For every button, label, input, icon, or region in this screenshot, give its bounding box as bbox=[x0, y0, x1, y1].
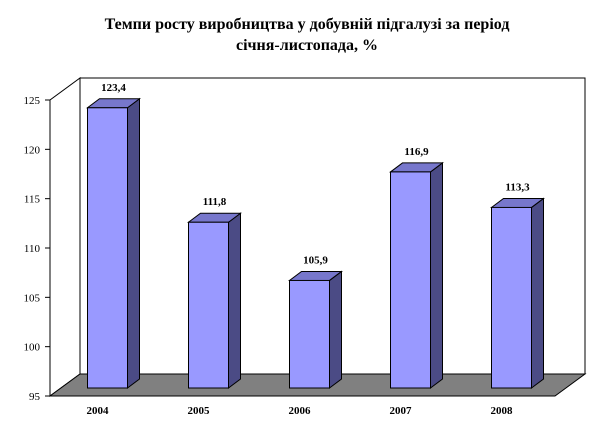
y-tick-label: 125 bbox=[24, 95, 41, 107]
data-labels: 123,4 111,8 105,9 116,9 113,3 bbox=[101, 82, 530, 267]
bar-front bbox=[491, 206, 532, 389]
bar-2004 bbox=[86, 97, 141, 389]
bar-2008 bbox=[490, 197, 545, 389]
y-tick-label: 100 bbox=[24, 342, 41, 354]
y-tick-label: 120 bbox=[24, 144, 41, 156]
y-tick-label: 105 bbox=[24, 292, 41, 304]
bar-side bbox=[329, 270, 342, 389]
data-label: 123,4 bbox=[101, 82, 126, 94]
x-tick-label: 2005 bbox=[188, 405, 211, 417]
y-tick-label: 115 bbox=[24, 194, 41, 206]
bars bbox=[86, 97, 545, 389]
y-tick-label: 110 bbox=[24, 243, 41, 255]
bar-front bbox=[390, 171, 431, 389]
data-label: 113,3 bbox=[505, 181, 530, 193]
data-label: 116,9 bbox=[404, 146, 429, 158]
bar-side bbox=[127, 97, 140, 389]
bar-2007 bbox=[389, 161, 444, 389]
y-axis: 95 100 105 110 115 120 125 bbox=[24, 95, 51, 403]
bar-2005 bbox=[187, 212, 242, 389]
y-tick-label: 95 bbox=[29, 391, 41, 403]
x-tick-label: 2008 bbox=[491, 405, 514, 417]
bar-front bbox=[289, 279, 330, 389]
x-axis: 2004 2005 2006 2007 2008 bbox=[87, 405, 514, 417]
x-tick-label: 2004 bbox=[87, 405, 110, 417]
x-tick-label: 2006 bbox=[289, 405, 312, 417]
chart-title: Темпи росту виробництва у добувній підга… bbox=[0, 14, 614, 56]
data-label: 105,9 bbox=[303, 254, 328, 266]
x-tick-label: 2007 bbox=[390, 405, 413, 417]
side-wall bbox=[49, 77, 81, 397]
bar-side bbox=[430, 161, 443, 389]
bar-side bbox=[228, 212, 241, 389]
bar-front bbox=[188, 221, 229, 389]
bar-2006 bbox=[288, 270, 343, 389]
bar-front bbox=[87, 107, 128, 389]
chart-title-line-2: січня-листопада, % bbox=[235, 37, 379, 54]
bar-side bbox=[531, 197, 544, 389]
data-label: 111,8 bbox=[203, 196, 227, 208]
chart-title-line-1: Темпи росту виробництва у добувній підга… bbox=[104, 16, 510, 33]
